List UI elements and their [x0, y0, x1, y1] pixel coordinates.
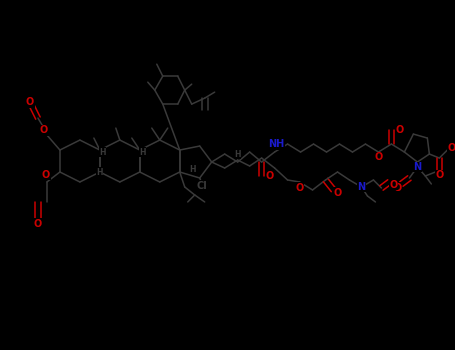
Text: O: O: [435, 170, 444, 180]
Text: N: N: [413, 162, 421, 172]
Text: N: N: [357, 182, 365, 192]
Text: H: H: [189, 164, 196, 174]
Text: H: H: [96, 168, 103, 176]
Text: O: O: [40, 125, 48, 135]
Text: NH: NH: [268, 139, 285, 149]
Text: O: O: [374, 152, 383, 162]
Text: O: O: [265, 171, 274, 181]
Text: O: O: [26, 97, 34, 107]
Text: H: H: [140, 148, 146, 156]
Text: O: O: [34, 219, 42, 229]
Text: H: H: [100, 148, 106, 156]
Text: O: O: [447, 143, 455, 153]
Text: Cl: Cl: [196, 181, 207, 191]
Text: O: O: [295, 183, 303, 193]
Text: O: O: [389, 180, 398, 190]
Text: O: O: [334, 188, 342, 198]
Text: O: O: [42, 170, 50, 180]
Text: O: O: [393, 183, 401, 193]
Text: O: O: [395, 125, 404, 135]
Text: H: H: [234, 149, 241, 159]
